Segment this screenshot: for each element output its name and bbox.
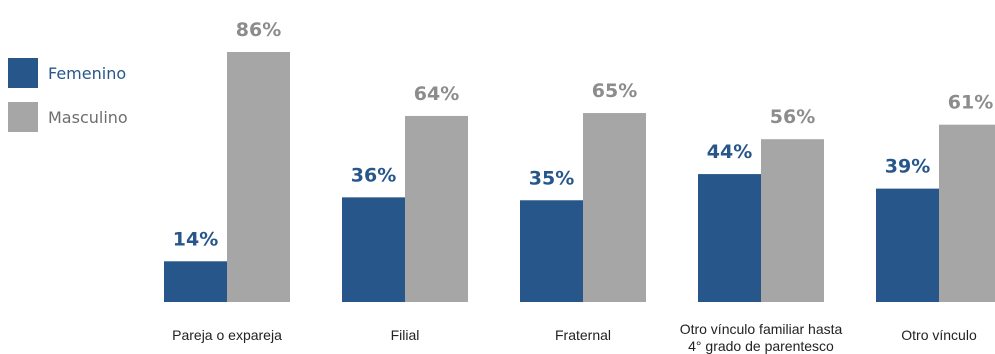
category-label-5: Otro vínculo [901,327,977,343]
bar-masculino-1 [227,52,290,302]
data-label-masculino-2: 64% [414,83,459,105]
legend-label-femenino: Femenino [48,63,127,83]
bar-masculino-2 [405,115,468,302]
category-label-4: Otro vínculo familiar hasta 4° grado de p… [680,321,843,354]
bar-femenino-4 [698,174,761,302]
category-label-1: Pareja o expareja [172,327,282,343]
category-label-3: Fraternal [555,327,611,343]
data-label-femenino-4: 44% [707,141,752,163]
data-label-femenino-3: 35% [529,167,574,189]
data-label-femenino-1: 14% [173,228,218,250]
data-label-femenino-5: 39% [885,156,930,178]
legend-item-masculino: Masculino [8,102,128,132]
bar-femenino-1 [164,261,227,302]
data-label-masculino-4: 56% [770,106,815,128]
legend-swatch-masculino [8,102,38,132]
data-label-masculino-5: 61% [948,92,993,114]
data-label-masculino-1: 86% [236,19,281,41]
bar-masculino-5 [939,124,995,303]
data-label-masculino-3: 65% [592,80,637,102]
legend-label-masculino: Masculino [48,107,128,127]
legend-swatch-femenino [8,58,38,88]
bar-femenino-3 [520,200,583,302]
bar-femenino-5 [876,188,939,302]
bar-masculino-4 [761,139,824,302]
bar-masculino-3 [583,113,646,302]
data-label-femenino-2: 36% [351,164,396,186]
legend-item-femenino: Femenino [8,58,126,88]
bar-femenino-2 [342,197,405,302]
category-label-2: Filial [391,327,420,343]
